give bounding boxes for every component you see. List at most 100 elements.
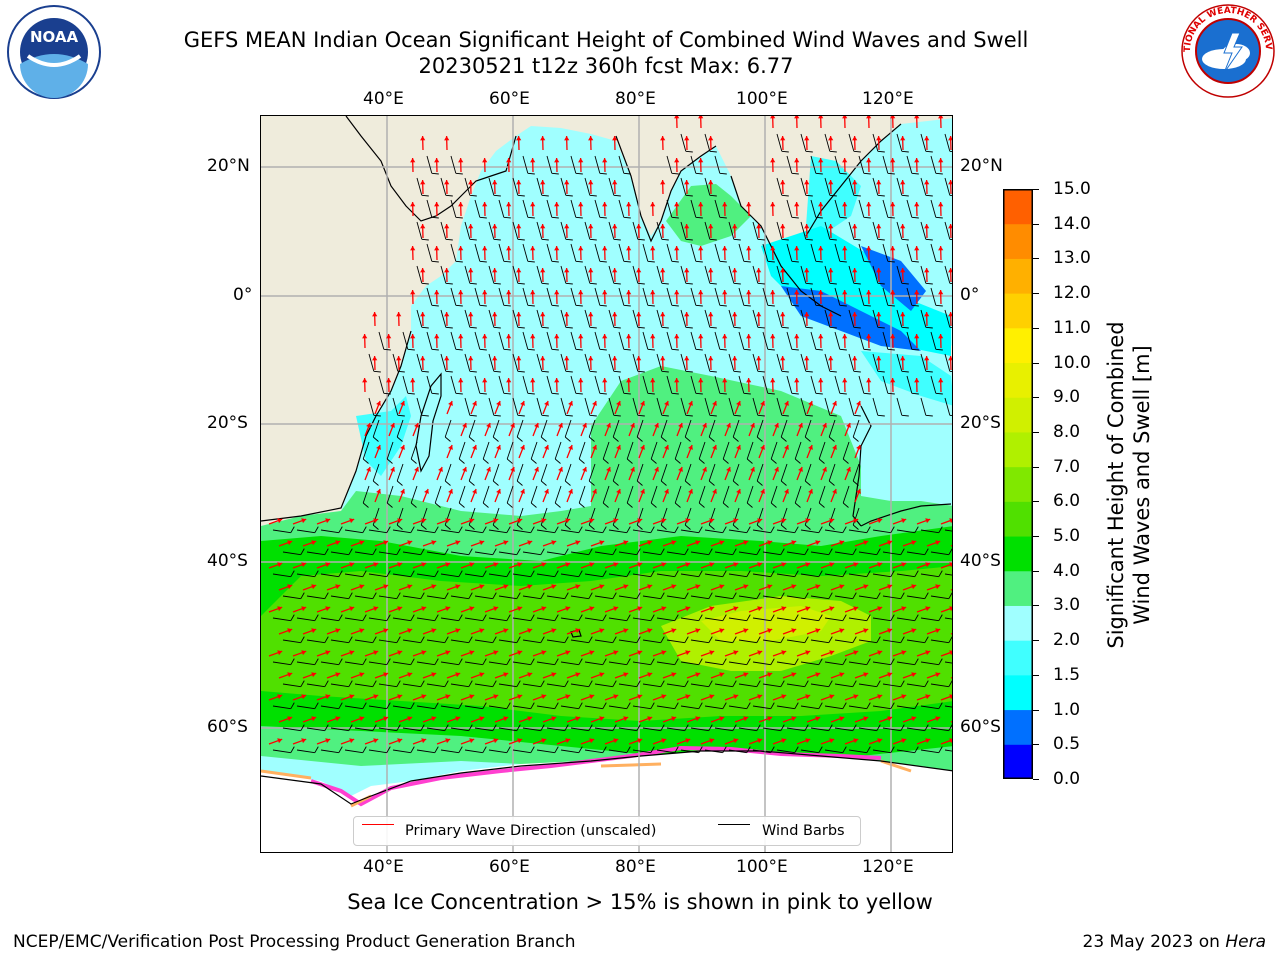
wind-barb-feather xyxy=(602,746,607,753)
wave-direction-arrowhead xyxy=(588,356,594,361)
wind-barb-shaft xyxy=(944,661,952,664)
wind-barb-feather xyxy=(911,304,919,307)
wind-barb-shaft xyxy=(896,573,915,578)
wave-direction-arrow xyxy=(940,695,952,701)
wave-direction-arrowhead xyxy=(517,694,523,700)
wind-barb-feather xyxy=(842,702,847,709)
wind-barb-feather xyxy=(647,392,655,395)
wind-barb-shaft xyxy=(402,331,409,350)
wind-barb-feather xyxy=(492,524,499,530)
colorbar-segment xyxy=(1003,327,1033,364)
wind-barb-feather xyxy=(516,480,523,486)
wave-direction-arrowhead xyxy=(852,312,858,317)
wave-direction-arrowhead xyxy=(935,672,941,678)
wave-direction-arrowhead xyxy=(431,672,437,678)
wind-barb-shaft xyxy=(882,639,901,644)
wind-barb-shaft xyxy=(464,221,471,240)
wind-barb-shaft xyxy=(714,595,733,600)
svg-text:NOAA: NOAA xyxy=(30,28,79,46)
wind-barb-feather xyxy=(564,592,569,599)
map-legend: Primary Wave Direction (unscaled) Wind B… xyxy=(353,816,861,846)
wind-barb-shaft xyxy=(368,529,387,534)
wave-direction-arrowhead xyxy=(767,628,773,634)
wave-direction-arrowhead xyxy=(876,312,882,317)
wave-direction-arrowhead xyxy=(781,518,787,524)
wave-direction-arrowhead xyxy=(938,334,944,339)
wind-barb-feather xyxy=(901,282,909,285)
wind-barb-shaft xyxy=(642,727,661,732)
wave-direction-arrowhead xyxy=(349,650,355,656)
wind-barb-shaft xyxy=(896,265,903,284)
colorbar-tick xyxy=(1033,362,1039,364)
wind-barb-shaft xyxy=(800,529,819,534)
wave-direction-arrowhead xyxy=(722,246,728,251)
wave-direction-arrowhead xyxy=(493,518,499,524)
wind-barb-feather xyxy=(589,282,597,285)
wind-barb-shaft xyxy=(440,177,447,196)
wind-barb-feather xyxy=(781,326,789,329)
wave-direction-arrowhead xyxy=(890,246,896,251)
wave-direction-arrowhead xyxy=(421,738,427,744)
wave-direction-arrowhead xyxy=(781,738,787,744)
wind-barb-feather xyxy=(348,548,353,555)
wind-barb-shaft xyxy=(488,397,495,416)
wind-barb-shaft xyxy=(584,397,591,416)
lon-tick-bottom: 80°E xyxy=(615,857,656,877)
wind-barb-shaft xyxy=(680,661,699,666)
wind-barb-feather xyxy=(746,570,751,577)
wave-direction-arrowhead xyxy=(722,334,728,339)
wind-barb-feather xyxy=(612,724,617,731)
wave-direction-arrowhead xyxy=(804,180,810,185)
wind-barb-feather xyxy=(901,150,909,153)
wind-barb-feather xyxy=(661,370,669,373)
wave-direction-arrowhead xyxy=(732,312,738,317)
wave-direction-arrowhead xyxy=(650,246,656,251)
wave-direction-arrowhead xyxy=(616,401,621,406)
wind-barb-feather xyxy=(853,150,861,153)
wind-barb-feather xyxy=(551,260,559,263)
wind-barb-shaft xyxy=(602,485,610,504)
wave-direction-arrowhead xyxy=(733,738,739,744)
wind-barb-shaft xyxy=(368,573,387,578)
wind-barb-shaft xyxy=(776,133,783,152)
wave-direction-legend-line xyxy=(362,824,394,825)
wind-barb-feather xyxy=(540,724,545,731)
wind-barb-shaft xyxy=(944,265,951,284)
wind-barb-feather xyxy=(708,524,715,530)
wind-barb-feather xyxy=(338,702,343,709)
wave-direction-arrowhead xyxy=(373,650,379,656)
wave-direction-arrowhead xyxy=(877,694,883,700)
wave-direction-arrowhead xyxy=(736,489,741,494)
wind-barb-shaft xyxy=(834,551,853,556)
wave-direction-arrowhead xyxy=(503,716,509,722)
wind-barb-shaft xyxy=(704,573,723,578)
wind-barb-shaft xyxy=(362,485,370,504)
wind-barb-shaft xyxy=(828,419,836,438)
wave-direction-arrowhead xyxy=(616,489,621,494)
wind-barb-feather xyxy=(602,614,607,621)
wind-barb-shaft xyxy=(800,705,819,710)
wave-direction-arrowhead xyxy=(506,158,512,163)
wind-barb-shaft xyxy=(536,529,555,534)
wave-direction-arrowhead xyxy=(877,562,883,568)
wind-barb-shaft xyxy=(690,375,697,394)
wave-direction-arrowhead xyxy=(900,356,906,361)
wave-direction-arrowhead xyxy=(390,423,395,428)
wind-barb-feather xyxy=(431,304,439,307)
wind-barb-shaft xyxy=(426,551,445,556)
wave-direction-arrowhead xyxy=(434,334,440,339)
wave-direction-arrowhead xyxy=(722,202,728,207)
wind-barb-shaft xyxy=(804,463,812,482)
wave-direction-arrowhead xyxy=(434,202,440,207)
wind-barb-shaft xyxy=(594,331,601,350)
wind-barb-shaft xyxy=(872,529,891,534)
colorbar-tick xyxy=(1033,501,1039,503)
wind-barb-feather xyxy=(396,436,403,442)
wave-direction-arrowhead xyxy=(469,562,475,568)
wind-barb-shaft xyxy=(584,705,603,710)
wind-barb-shaft xyxy=(848,705,867,710)
wind-barb-shaft xyxy=(330,727,349,732)
wind-barb-feather xyxy=(383,392,391,395)
wind-barb-feather xyxy=(445,370,453,373)
wind-barb-feather xyxy=(804,680,809,687)
